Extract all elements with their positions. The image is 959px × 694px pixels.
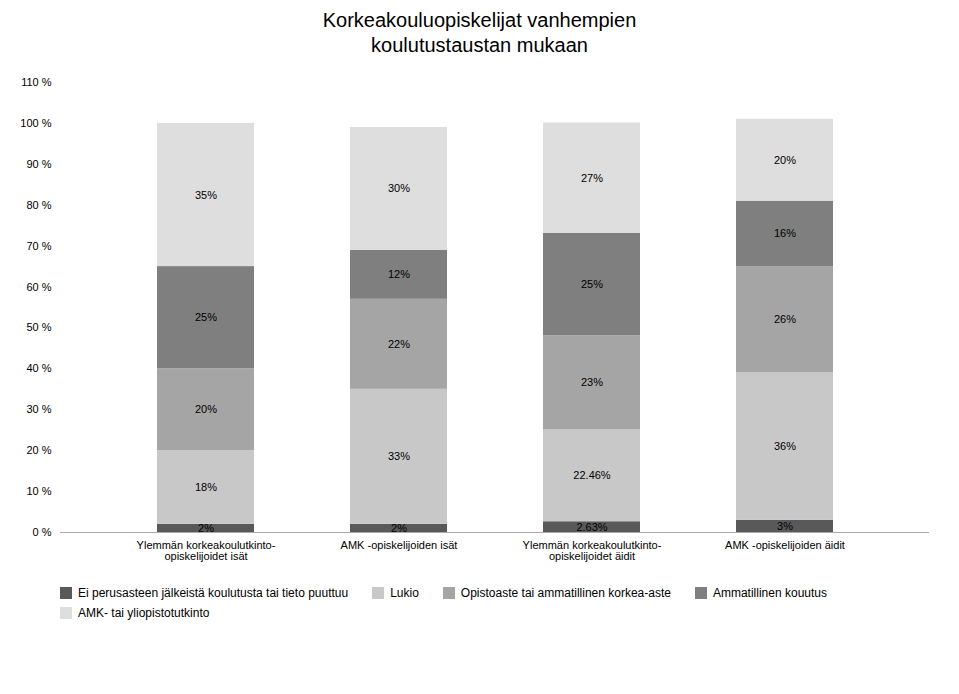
svg-text:60 %: 60 % [26,281,51,293]
html-text:Lukio: Lukio [390,586,419,600]
svg-text:3%: 3% [777,520,793,532]
svg-text:33%: 33% [388,450,410,462]
svg-text:30 %: 30 % [26,403,51,415]
svg-text:2%: 2% [391,521,407,534]
svg-text:AMK -opiskelijoiden isät: AMK -opiskelijoiden isät [341,539,458,551]
svg-text:20%: 20% [195,403,217,415]
svg-text:2%: 2% [198,521,214,534]
svg-text:2.63%: 2.63% [576,521,607,533]
svg-text:12%: 12% [388,268,410,280]
svg-text:25%: 25% [581,278,603,290]
svg-text:23%: 23% [581,376,603,388]
svg-text:16%: 16% [774,227,796,239]
svg-text:0 %: 0 % [33,526,52,538]
svg-text:50 %: 50 % [26,321,51,333]
svg-text:110 %: 110 % [21,76,52,88]
svg-text:22%: 22% [388,338,410,350]
svg-text:20 %: 20 % [26,444,51,456]
svg-text:Ylemmän korkeakoulutkinto-opis: Ylemmän korkeakoulutkinto-opiskelijoidet… [523,539,662,562]
svg-text:70 %: 70 % [26,240,51,252]
html-text:Korkeakouluopiskelijat vanhemp: Korkeakouluopiskelijat vanhempien koulut… [322,9,637,56]
svg-text:36%: 36% [774,440,796,452]
svg-text:25%: 25% [195,311,217,323]
svg-text:Ylemmän korkeakoulutkinto-opis: Ylemmän korkeakoulutkinto-opiskelijoidet… [137,539,276,562]
html-text:AMK- tai yliopistotutkinto: AMK- tai yliopistotutkinto [78,606,210,620]
svg-text:80 %: 80 % [26,199,51,211]
html-text:Ammatillinen kouutus: Ammatillinen kouutus [713,586,827,600]
svg-text:100 %: 100 % [20,117,51,129]
html-text:Ei perusasteen jälkeistä koulu: Ei perusasteen jälkeistä koulutusta tai … [78,586,349,600]
svg-text:AMK -opiskelijoiden äidit: AMK -opiskelijoiden äidit [725,539,845,551]
svg-text:26%: 26% [774,313,796,325]
svg-text:20%: 20% [774,154,796,166]
svg-text:30%: 30% [388,182,410,194]
svg-text:40 %: 40 % [26,362,51,374]
svg-text:90 %: 90 % [26,158,51,170]
svg-text:35%: 35% [195,189,217,201]
html-text:Opistoaste tai ammatillinen ko: Opistoaste tai ammatillinen korkea-aste [460,586,671,600]
svg-text:10 %: 10 % [26,485,51,497]
svg-text:27%: 27% [581,172,603,184]
svg-text:22.46%: 22.46% [573,469,611,481]
svg-text:18%: 18% [195,481,217,493]
